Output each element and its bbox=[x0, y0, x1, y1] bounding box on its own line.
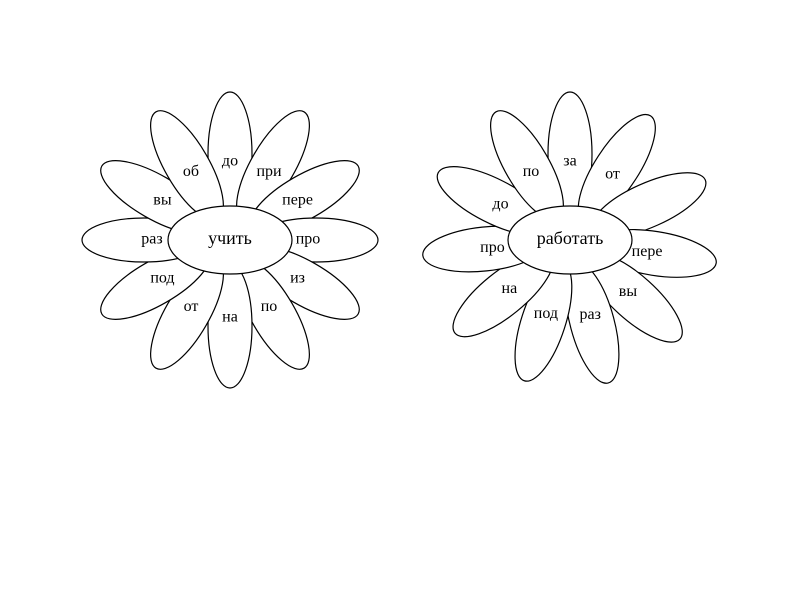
petal-label: под bbox=[150, 270, 174, 287]
center-label: учить bbox=[208, 228, 252, 248]
petal-label: до bbox=[222, 153, 238, 170]
petal-label: вы bbox=[619, 283, 638, 300]
petal-label: по bbox=[261, 298, 278, 315]
petal-label: про bbox=[480, 239, 505, 256]
petal-label: про bbox=[296, 231, 321, 248]
petal-label: пере bbox=[282, 192, 313, 209]
petal-label: на bbox=[222, 309, 238, 326]
petal-label: раз bbox=[141, 231, 162, 248]
petal-label: до bbox=[492, 195, 508, 212]
flower-rabotat: работать за от пере вы раз подна про допо bbox=[421, 92, 720, 389]
petal-label: об bbox=[183, 163, 199, 180]
flower-uchit: учить до припере про изпо на отпод раз выоб bbox=[82, 92, 378, 388]
petal-label: от bbox=[184, 298, 199, 315]
center-label: работать bbox=[537, 228, 604, 248]
petal-label: за bbox=[563, 153, 576, 170]
diagram-canvas: учитьдоприперепроизпонаотподразвыобработ… bbox=[0, 0, 800, 600]
petal-label: при bbox=[256, 163, 282, 180]
petal-label: под bbox=[534, 305, 558, 322]
petal-label: пере bbox=[632, 243, 663, 260]
petal-label: по bbox=[523, 163, 540, 180]
petal-label: раз bbox=[579, 306, 600, 323]
petal-label: на bbox=[502, 280, 518, 297]
petal-label: от bbox=[605, 165, 620, 182]
petal-label: из bbox=[290, 270, 305, 287]
petal-label: вы bbox=[153, 192, 172, 209]
